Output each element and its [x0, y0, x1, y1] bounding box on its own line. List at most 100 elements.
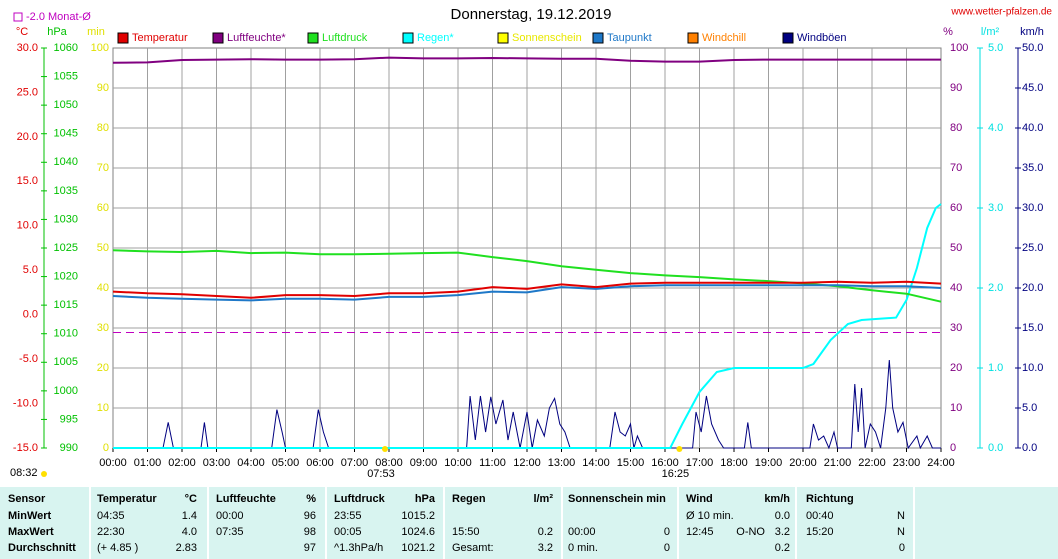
table-cell: N [897, 510, 905, 522]
y-tick-label: 5.0 [1022, 402, 1037, 414]
y-tick-label: 10.0 [17, 220, 38, 232]
table-cell: 2.83 [176, 542, 197, 554]
series-line [112, 284, 942, 302]
y-tick-label: 0 [103, 442, 109, 454]
chart-title: Donnerstag, 19.12.2019 [451, 6, 612, 23]
y-tick-label: 0.0 [23, 309, 38, 321]
y-tick-label: 80 [97, 122, 109, 134]
y-tick-label: 30 [950, 322, 962, 334]
table-cell: 23:55 [334, 510, 362, 522]
table-cell: 0 [664, 542, 670, 554]
y-tick-label: 20 [950, 362, 962, 374]
reference-icon [13, 12, 23, 22]
table-header: % [306, 493, 316, 505]
table-cell: 1021.2 [401, 542, 435, 554]
y-tick-label: 45.0 [1022, 82, 1043, 94]
table-header: Sonnenschein min [568, 493, 666, 505]
y-tick-label: 0.0 [1022, 442, 1037, 454]
x-tick-label: 18:00 [720, 457, 748, 469]
x-tick-label: 13:00 [548, 457, 576, 469]
table-cell: 0 [664, 526, 670, 538]
y-tick-label: 100 [950, 42, 968, 54]
table-cell: Durchschnitt [8, 542, 76, 554]
table-cell: 0 [899, 542, 905, 554]
table-cell: 0.2 [775, 542, 790, 554]
table-header: Regen [452, 493, 486, 505]
x-tick-label: 17:00 [686, 457, 714, 469]
y-tick-label: 10 [950, 402, 962, 414]
x-tick-label: 01:00 [134, 457, 162, 469]
x-tick-label: 21:00 [824, 457, 852, 469]
legend-swatch [307, 32, 319, 44]
y-tick-label: 1050 [54, 99, 78, 111]
table-cell: 1024.6 [401, 526, 435, 538]
legend-label: Luftfeuchte* [227, 32, 286, 44]
y-tick-label: 1000 [54, 385, 78, 397]
table-header: Wind [686, 493, 713, 505]
y-tick-label: 25.0 [17, 86, 38, 98]
y-tick-label: 5.0 [988, 42, 1003, 54]
y-tick-label: 35.0 [1022, 162, 1043, 174]
y-tick-label: 100 [91, 42, 109, 54]
table-cell: 3.2 [775, 526, 790, 538]
y-tick-label: 1055 [54, 70, 78, 82]
table-header: l/m² [533, 493, 553, 505]
y-tick-label: 40.0 [1022, 122, 1043, 134]
x-tick-label: 14:00 [582, 457, 610, 469]
y-tick-label: 20 [97, 362, 109, 374]
y-tick-label: 40 [97, 282, 109, 294]
axis-unit: l/m² [981, 26, 1000, 38]
legend-label: Regen* [417, 32, 454, 44]
table-header: °C [185, 493, 197, 505]
y-tick-label: 50.0 [1022, 42, 1043, 54]
table-cell: 4.0 [182, 526, 197, 538]
table-cell: MaxWert [8, 526, 54, 538]
corner-label: 08:32 [10, 467, 38, 479]
table-cell: 07:35 [216, 526, 244, 538]
x-tick-label: 20:00 [789, 457, 817, 469]
table-header: Richtung [806, 493, 854, 505]
y-tick-label: 25.0 [1022, 242, 1043, 254]
y-tick-label: 3.0 [988, 202, 1003, 214]
x-tick-label: 07:00 [341, 457, 369, 469]
table-cell: 00:00 [568, 526, 596, 538]
legend-swatch [402, 32, 414, 44]
x-tick-label: 06:00 [306, 457, 334, 469]
y-tick-label: 1060 [54, 42, 78, 54]
y-tick-label: 50 [950, 242, 962, 254]
y-tick-label: 1030 [54, 213, 78, 225]
table-cell: 22:30 [97, 526, 125, 538]
y-tick-label: 1025 [54, 242, 78, 254]
table-cell: 04:35 [97, 510, 125, 522]
y-tick-label: 1045 [54, 128, 78, 140]
x-tick-label: 09:00 [410, 457, 438, 469]
y-tick-label: 1035 [54, 185, 78, 197]
annotation-label: 07:53 [367, 468, 395, 480]
axis-unit: % [943, 26, 953, 38]
x-tick-label: 16:00 [651, 457, 679, 469]
y-tick-label: 1015 [54, 299, 78, 311]
x-tick-label: 00:00 [99, 457, 127, 469]
table-cell: 1.4 [182, 510, 197, 522]
y-tick-label: -15.0 [13, 442, 38, 454]
y-tick-label: 1.0 [988, 362, 1003, 374]
x-tick-label: 02:00 [168, 457, 196, 469]
y-tick-label: 990 [60, 442, 78, 454]
table-cell: Ø 10 min. [686, 510, 734, 522]
y-tick-label: 70 [950, 162, 962, 174]
table-cell: 0 min. [568, 542, 598, 554]
table-cell: Gesamt: [452, 542, 494, 554]
site-label: www.wetter-pfalzen.de [950, 7, 1052, 18]
annotation-marker [676, 446, 683, 452]
reference-label: -2.0 Monat-Ø [26, 11, 91, 23]
y-tick-label: 15.0 [17, 175, 38, 187]
table-cell: O-NO [736, 526, 765, 538]
legend-label: Luftdruck [322, 32, 368, 44]
y-tick-label: 1005 [54, 356, 78, 368]
y-tick-label: 30 [97, 322, 109, 334]
table-cell: 98 [304, 526, 316, 538]
table-cell: 3.2 [538, 542, 553, 554]
x-tick-label: 11:00 [479, 457, 506, 469]
x-tick-label: 15:00 [617, 457, 645, 469]
